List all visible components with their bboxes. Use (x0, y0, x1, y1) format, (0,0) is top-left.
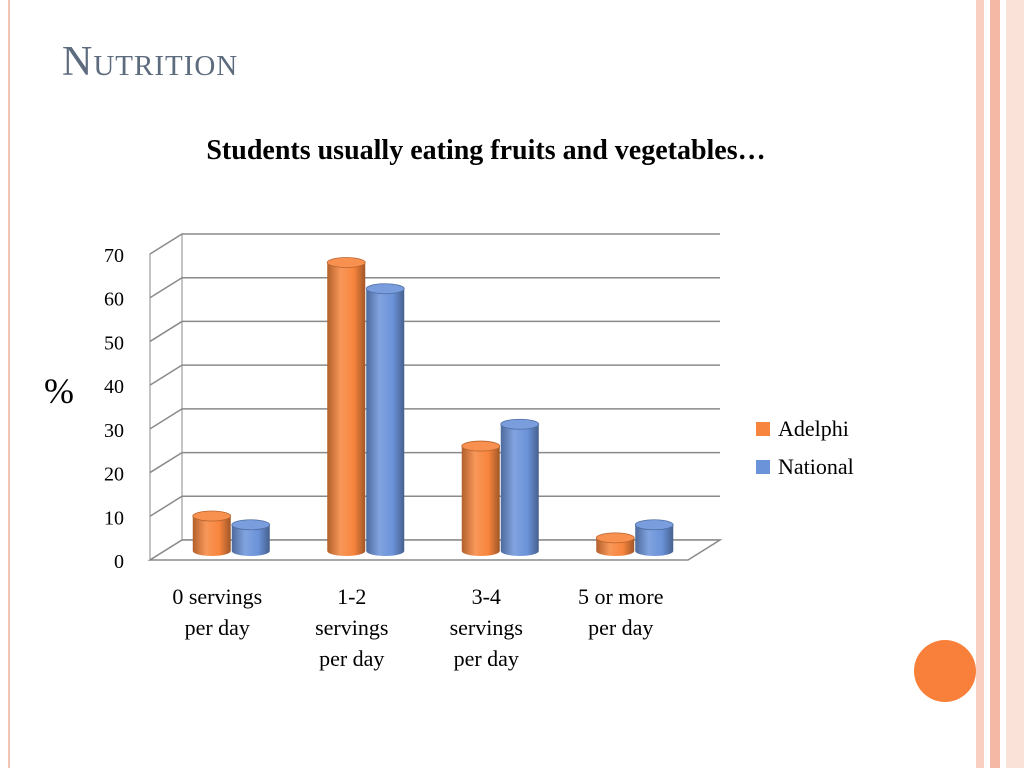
x-tick-label-3-line-1: per day (588, 615, 653, 640)
stripe-1 (976, 0, 984, 768)
gridline-70 (149, 233, 720, 255)
x-tick-label-3-line-0: 5 or more (578, 584, 664, 609)
y-tick-label-0: 0 (114, 551, 124, 573)
bar-national-0 (231, 524, 270, 556)
chart-legend: Adelphi National (756, 410, 854, 486)
x-tick-label-0-line-0: 0 servings (172, 584, 262, 609)
bar-top-adelphi-1 (326, 257, 366, 268)
stripe-2 (990, 0, 1000, 768)
y-tick-label-20: 20 (104, 464, 124, 486)
left-border-rule (8, 0, 10, 768)
legend-label-national: National (778, 454, 854, 479)
side-wall (149, 233, 183, 561)
bar-adelphi-2 (461, 446, 500, 556)
x-tick-label-1-line-0: 1-2 (337, 584, 366, 609)
bar-national-3 (635, 524, 674, 556)
y-tick-label-30: 30 (104, 420, 124, 442)
stripe-3 (1006, 0, 1024, 768)
legend-swatch-national (756, 460, 770, 474)
slide-title: Nutrition (62, 39, 239, 85)
bar-top-adelphi-3 (595, 532, 635, 544)
y-tick-label-10: 10 (104, 507, 124, 529)
gridline-60 (149, 276, 720, 299)
bar-top-national-0 (231, 519, 271, 531)
x-tick-label-1-line-2: per day (319, 646, 384, 671)
decorative-orange-circle (914, 640, 976, 702)
gridline-20 (149, 451, 720, 474)
x-tick-label-2-line-1: servings (450, 615, 523, 640)
legend-item-adelphi: Adelphi (756, 410, 854, 448)
right-decorative-stripes (976, 0, 1024, 768)
gridline-10 (149, 495, 720, 517)
chart-floor (147, 539, 723, 561)
bar-national-2 (500, 424, 539, 556)
y-tick-label-70: 70 (104, 245, 124, 267)
bar-top-adelphi-0 (192, 510, 232, 522)
gridline-50 (149, 320, 720, 343)
bar-adelphi-0 (192, 516, 231, 556)
bar-top-national-3 (634, 519, 674, 531)
y-tick-label-40: 40 (104, 376, 124, 398)
x-tick-label-0-line-1: per day (185, 615, 250, 640)
bar-adelphi-1 (327, 262, 366, 556)
bar-top-national-1 (365, 283, 405, 295)
gridline-30 (149, 408, 720, 430)
legend-item-national: National (756, 448, 854, 486)
x-tick-label-1-line-1: servings (315, 615, 388, 640)
y-axis-unit-label: % (44, 371, 74, 411)
y-tick-label-60: 60 (104, 289, 124, 311)
y-tick-label-50: 50 (104, 332, 124, 354)
bar-national-1 (366, 288, 405, 556)
x-tick-label-2-line-0: 3-4 (472, 584, 501, 609)
bar-top-national-2 (500, 418, 540, 430)
legend-label-adelphi: Adelphi (778, 416, 849, 441)
bar-top-adelphi-2 (461, 440, 501, 452)
chart-title: Students usually eating fruits and veget… (206, 135, 766, 166)
gridline-40 (149, 364, 720, 386)
x-tick-label-2-line-2: per day (454, 646, 519, 671)
legend-swatch-adelphi (756, 422, 770, 436)
